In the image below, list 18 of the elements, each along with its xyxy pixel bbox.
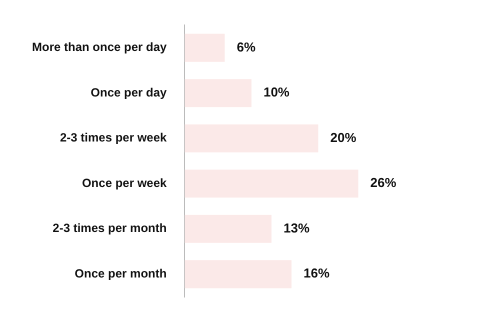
data-label: 10% (263, 84, 290, 100)
y-tick-label: 2-3 times per month (52, 221, 167, 236)
bar (184, 170, 358, 198)
bar (184, 260, 292, 288)
y-tick-label: More than once per day (32, 40, 168, 54)
data-label: 6% (236, 39, 256, 54)
bar (184, 79, 252, 108)
data-label: 20% (330, 130, 357, 145)
data-label: 13% (283, 220, 310, 236)
data-label: 26% (370, 175, 397, 190)
bar (184, 34, 225, 62)
y-tick-label: Once per month (74, 266, 167, 280)
y-tick-label: Once per day (90, 85, 168, 100)
data-label: 16% (304, 266, 330, 281)
bar (184, 124, 318, 152)
bar (184, 214, 272, 243)
y-tick-label: Once per week (82, 176, 168, 190)
y-tick-label: 2-3 times per week (60, 130, 168, 145)
